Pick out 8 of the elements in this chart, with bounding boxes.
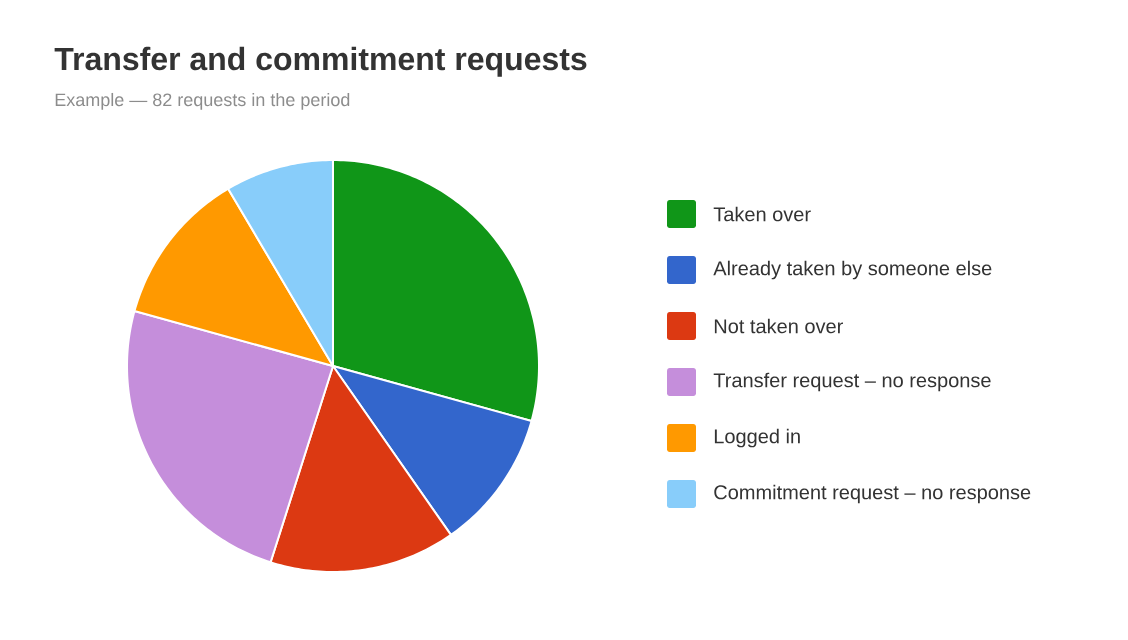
legend-label: Taken over [713,206,811,222]
legend-label: Already taken by someone else [713,260,992,280]
legend-label: Logged in [714,428,800,448]
legend-label: Transfer request – no response [713,372,991,392]
chart-title: Transfer and commitment requests [54,46,587,77]
legend-label: Not taken over [714,318,843,334]
chart-subtitle: Example — 82 requests in the period [55,92,350,110]
legend-label: Commitment request – no response [714,484,1031,504]
